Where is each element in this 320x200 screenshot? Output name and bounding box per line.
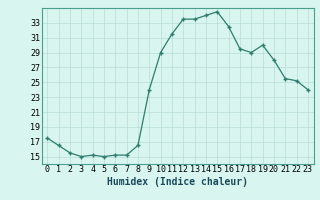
- X-axis label: Humidex (Indice chaleur): Humidex (Indice chaleur): [107, 177, 248, 187]
